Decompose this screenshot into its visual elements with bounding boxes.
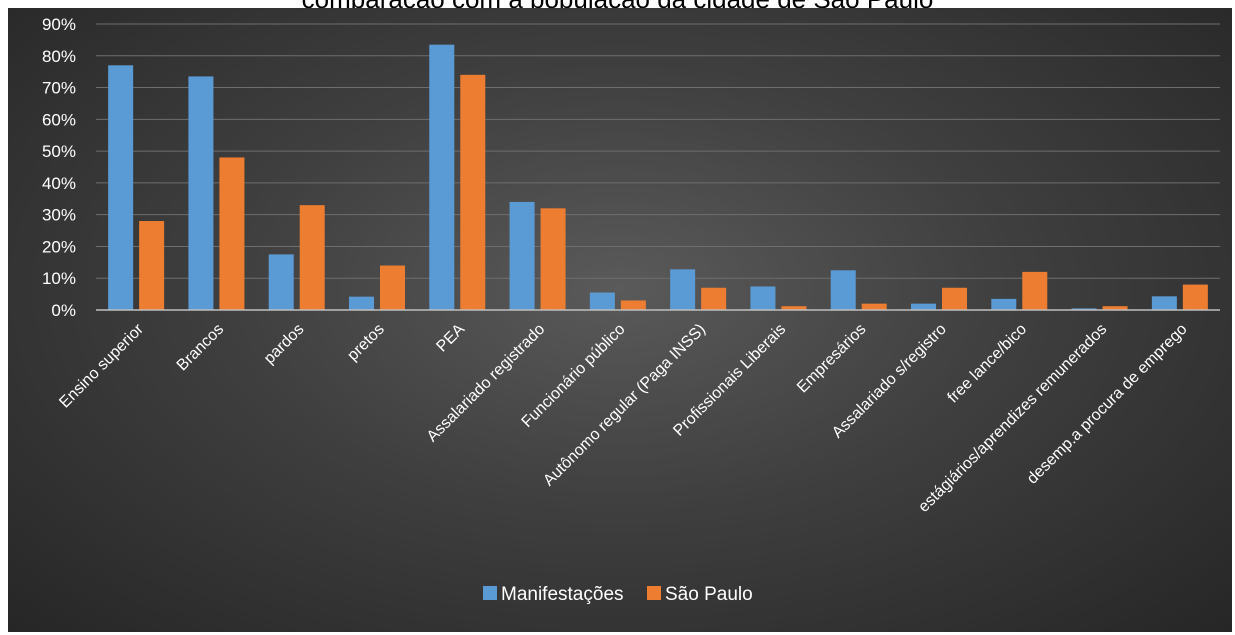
bar-sao-paulo: [942, 288, 967, 310]
y-tick-label: 60%: [42, 110, 76, 129]
bar-sao-paulo: [300, 205, 325, 310]
chart-area: 0% 10% 20% 30% 40% 50% 60% 70% 80% 90% Ensino supe…: [8, 8, 1232, 632]
bar-sao-paulo: [1183, 285, 1208, 310]
x-category-label: Ensino superior: [56, 320, 147, 411]
bar-manifestacoes: [510, 202, 535, 310]
legend-label: Manifestações: [501, 584, 624, 605]
y-tick-label: 70%: [42, 79, 76, 98]
x-category-label: Brancos: [174, 321, 228, 375]
bar-sao-paulo: [1022, 272, 1047, 310]
bar-sao-paulo: [541, 208, 566, 310]
x-category-label: Autônomo regular (Paga INSS): [540, 321, 709, 490]
x-category-label: desemp.a procura de emprego: [1024, 321, 1191, 488]
bar-manifestacoes: [429, 45, 454, 310]
y-tick-label: 10%: [42, 269, 76, 288]
bar-manifestacoes: [590, 293, 615, 310]
bar-manifestacoes: [750, 286, 775, 310]
bar-sao-paulo: [380, 266, 405, 310]
bar-manifestacoes: [991, 299, 1016, 310]
legend-swatch-manifestacoes: [483, 586, 497, 600]
bar-manifestacoes: [188, 76, 213, 310]
bar-sao-paulo: [621, 300, 646, 310]
y-tick-label: 40%: [42, 174, 76, 193]
bar-manifestacoes: [670, 269, 695, 310]
x-category-label: PEA: [433, 321, 468, 356]
y-tick-label: 0%: [51, 301, 76, 320]
bar-sao-paulo: [460, 75, 485, 310]
y-tick-label: 30%: [42, 206, 76, 225]
bar-sao-paulo: [701, 288, 726, 310]
x-category-label: free lance/bico: [945, 321, 1031, 407]
bar-sao-paulo: [139, 221, 164, 310]
y-tick-label: 80%: [42, 47, 76, 66]
bar-chart: 0% 10% 20% 30% 40% 50% 60% 70% 80% 90% Ensino supe…: [8, 8, 1232, 632]
y-tick-label: 20%: [42, 237, 76, 256]
bar-manifestacoes: [108, 65, 133, 310]
bar-manifestacoes: [1152, 296, 1177, 310]
legend-label: São Paulo: [665, 584, 753, 605]
bar-sao-paulo: [219, 157, 244, 310]
bar-manifestacoes: [831, 270, 856, 310]
bar-manifestacoes: [911, 304, 936, 310]
bar-manifestacoes: [269, 254, 294, 310]
bar-manifestacoes: [349, 297, 374, 310]
legend-swatch-sao-paulo: [647, 586, 661, 600]
bar-sao-paulo: [862, 304, 887, 310]
y-tick-label: 50%: [42, 142, 76, 161]
x-category-label: Empresários: [794, 321, 870, 397]
y-tick-label: 90%: [42, 15, 76, 34]
x-category-label: pardos: [261, 321, 308, 368]
x-category-label: pretos: [344, 321, 387, 364]
